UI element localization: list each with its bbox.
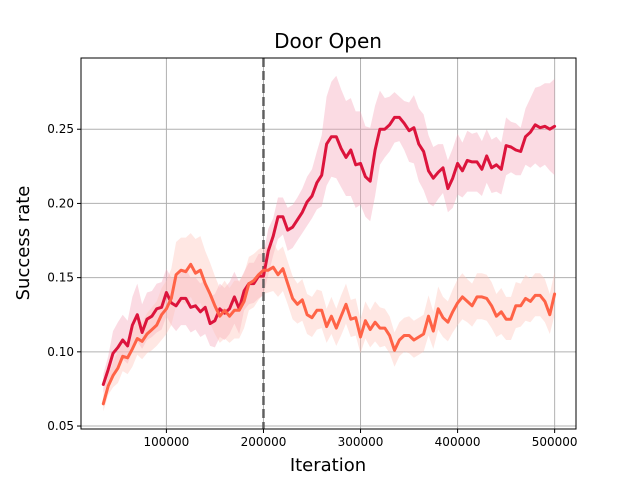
series-2-line bbox=[101, 262, 557, 406]
y-tick-label: 0.05 bbox=[47, 419, 74, 433]
plot-frame bbox=[80, 57, 577, 430]
x-axis-label: Iteration bbox=[290, 455, 366, 476]
x-tick-label: 200000 bbox=[241, 435, 287, 449]
series-lines bbox=[101, 115, 557, 406]
y-tick-label: 0.25 bbox=[47, 122, 74, 136]
y-tick-label: 0.20 bbox=[47, 196, 74, 210]
x-tick-label: 100000 bbox=[144, 435, 190, 449]
y-axis-label: Success rate bbox=[13, 186, 34, 301]
series-1-line bbox=[101, 115, 557, 386]
confidence-bands bbox=[103, 75, 555, 412]
x-tick-label: 500000 bbox=[532, 435, 578, 449]
chart-title: Door Open bbox=[274, 29, 382, 53]
x-tick-label: 300000 bbox=[338, 435, 384, 449]
y-tick-label: 0.10 bbox=[47, 345, 74, 359]
series-1-confidence-band bbox=[103, 75, 555, 394]
grid bbox=[81, 58, 576, 429]
axis-ticks: 100000 200000 300000 400000 500000 0.05 0.10 0.… bbox=[47, 122, 577, 449]
y-tick-label: 0.15 bbox=[47, 271, 74, 285]
x-tick-label: 400000 bbox=[435, 435, 481, 449]
